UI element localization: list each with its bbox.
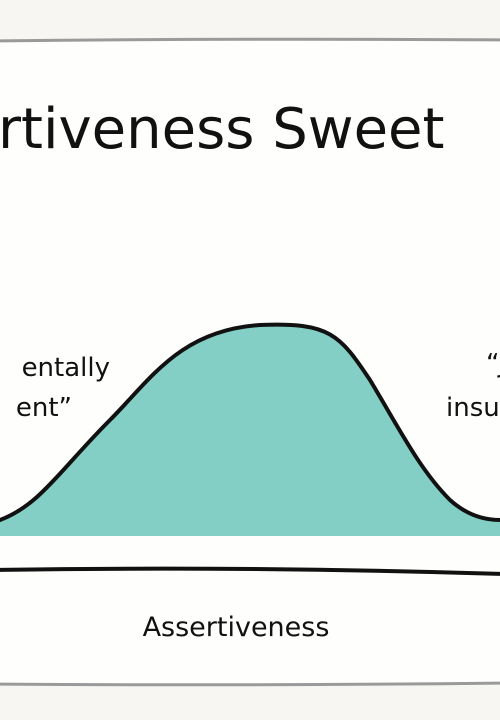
x-axis bbox=[0, 566, 500, 576]
curve-line bbox=[0, 322, 500, 522]
curve-area bbox=[0, 324, 500, 536]
title: rtiveness Sweet bbox=[0, 97, 444, 162]
right-annotation-line: insu bbox=[446, 393, 500, 423]
left-annotation-line: entally bbox=[22, 353, 110, 383]
x-axis-label: Assertiveness bbox=[143, 612, 330, 643]
left-annotation-line: ent” bbox=[16, 393, 72, 423]
right-annotation-line: “J bbox=[486, 349, 500, 379]
card-top-border bbox=[0, 37, 500, 43]
card-bottom-border bbox=[0, 681, 500, 687]
